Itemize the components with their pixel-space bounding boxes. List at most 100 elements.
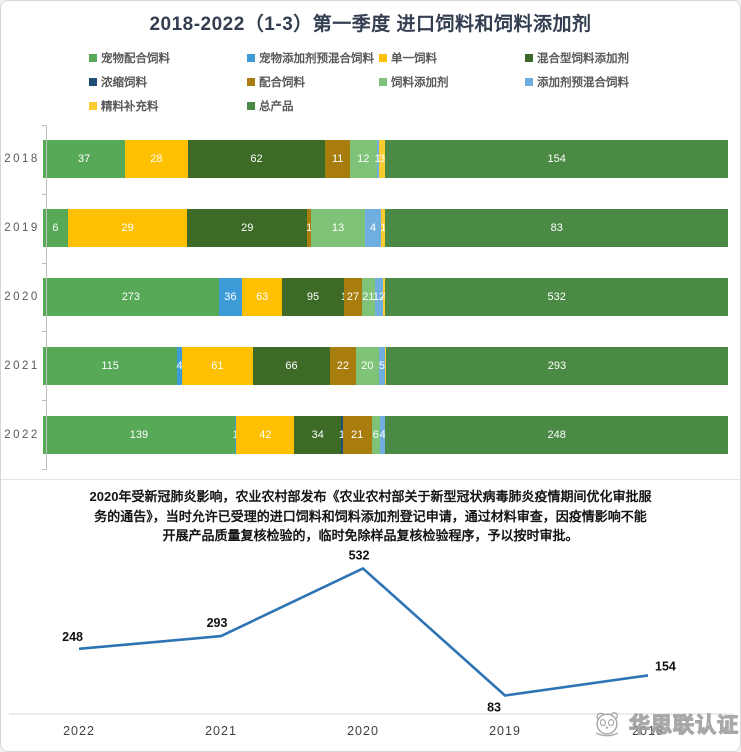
bar-segment: 248 [385,415,728,454]
bar-segment-label: 29 [121,222,134,235]
x-axis-label: 2022 [63,724,95,738]
bar-segment: 4 [364,209,382,248]
legend-swatch-icon [247,78,255,86]
bar-segment-label: 1 [380,222,387,235]
bar-segment-label: 29 [241,222,254,235]
bar-segment: 139 [43,415,235,454]
bar-segment: 27 [344,277,362,316]
bar-track: 115 4 61 66 22 20 5 293 [43,346,728,385]
bar-segment: 28 [125,140,188,179]
annotation-line: 开展产品质量复核检验的，临时免除样品复核检验程序，予以按时审批。 [162,528,579,543]
legend-item-label: 单一饲料 [391,53,437,65]
bar-segment-label: 1 [233,429,239,441]
legend-item: 浓缩饲料 [89,74,247,90]
bar-segment: 22 [330,346,356,385]
bar-segment-label: 139 [129,428,149,441]
legend-item-label: 宠物配合饲料 [101,53,170,65]
bar-row-year-label: 2020 [4,290,40,303]
annotation-line: 2020年受新冠肺炎影响，农业农村部发布《农业农村部关于新型冠状病毒肺炎疫情期间… [89,489,652,504]
bar-row-year-label: 2019 [4,222,40,235]
bar-row: 2022 139 1 42 34 1 21 64 248 [1,400,728,469]
bar-segment-label: 273 [121,290,141,303]
bar-segment: 20 [355,346,380,385]
bar-segment: 37 [43,140,126,179]
legend-swatch-icon [247,102,255,110]
legend-item: 混合型饲料添加剂 [525,50,714,66]
legend-swatch-icon [247,54,255,62]
axis-tick [42,331,47,333]
bar-track: 273 36 63 95 12721124 532 [43,277,728,316]
legend-item: 添加剂预混合饲料 [525,74,714,90]
axis-tick [42,193,47,195]
bar-segment: 4 [379,415,386,454]
bar-segment-label: 1 [341,291,347,303]
chart-title: 2018-2022（1-3）第一季度 进口饲料和饲料添加剂 [149,14,592,35]
bar-segment: 6 [43,209,68,248]
bar-segment-label: 61 [211,359,224,372]
bar-segment: 42 [236,415,295,454]
bar-segment: 293 [386,346,728,385]
bar-segment: 6 [371,415,380,454]
legend-item-label: 宠物添加剂预混合饲料 [259,53,374,65]
bar-segment-label: 62 [250,153,263,166]
bar-segment-label: 532 [547,290,566,303]
legend-item-label: 配合饲料 [259,77,305,89]
axis-tick [42,400,47,402]
bar-row: 2020 273 36 63 95 12721124 532 [1,263,728,332]
bar-segment: 36 [218,277,242,316]
legend-swatch-icon [89,54,97,62]
bar-segment-label: 11 [331,153,344,166]
bar-segment: 83 [385,209,728,248]
annotation-text: 2020年受新冠肺炎影响，农业农村部发布《农业农村部关于新型冠状病毒肺炎疫情期间… [1,487,740,546]
bar-segment: 273 [43,277,219,316]
line-data-label: 154 [655,659,676,673]
bar-segment: 1 [374,140,381,179]
legend-item-label: 添加剂预混合饲料 [537,77,629,89]
bar-segment-label: 3 [379,153,386,166]
bar-row: 2021 115 4 61 66 22 20 5 293 [1,331,728,400]
bar-segment: 62 [187,140,326,179]
bar-segment-label: 95 [306,290,320,303]
x-axis-label: 2019 [489,724,521,738]
legend-item-label: 总产品 [259,101,294,113]
legend-swatch-icon [379,54,387,62]
bar-segment-label: 21 [351,428,364,441]
bar-segment: 34 [294,415,342,454]
bar-segment-label: 36 [224,290,237,303]
legend-item: 饲料添加剂 [379,74,525,90]
bar-segment: 21 [361,277,376,316]
bar-segment-label: 1 [339,429,345,441]
bar-segment: 29 [187,209,308,248]
legend-item: 总产品 [247,98,379,114]
bar-segment-label: 4 [379,428,386,441]
legend-item: 配合饲料 [247,74,379,90]
bar-segment-label: 154 [547,153,566,166]
y-axis-line [46,125,47,469]
line-data-label: 248 [62,630,83,644]
bar-segment: 532 [385,277,728,316]
bar-track: 37 28 62 11 12 1 3 154 [43,140,728,179]
bar-segment: 1 [233,415,239,454]
legend-item-label: 混合型饲料添加剂 [537,53,629,65]
bar-track: 139 1 42 34 1 21 64 248 [43,415,728,454]
line-data-label: 83 [487,701,501,715]
bar-segment: 3 [378,140,386,179]
legend-item-label: 浓缩饲料 [101,77,147,89]
bar-segment-label: 115 [101,359,119,372]
bar-row-year-label: 2018 [4,153,40,166]
axis-tick [42,125,47,126]
line-chart: 248 293 532 83 154 2022 2021 2020 2019 2018 [9,548,734,738]
bar-segment-label: 20 [361,359,374,372]
axis-tick [42,262,47,264]
bar-segment-label: 4 [176,359,183,372]
bar-segment-label: 248 [547,428,566,441]
legend-item: 宠物添加剂预混合饲料 [247,50,379,66]
bar-segment-label: 12 [372,290,386,303]
bar-segment-label: 1 [374,153,381,166]
bar-segment-label: 27 [346,290,360,303]
bar-segment: 4 [381,277,387,316]
bar-segment: 1 [306,209,312,248]
bar-segment-label: 83 [550,222,563,235]
legend-item-label: 精料补充料 [101,101,159,113]
